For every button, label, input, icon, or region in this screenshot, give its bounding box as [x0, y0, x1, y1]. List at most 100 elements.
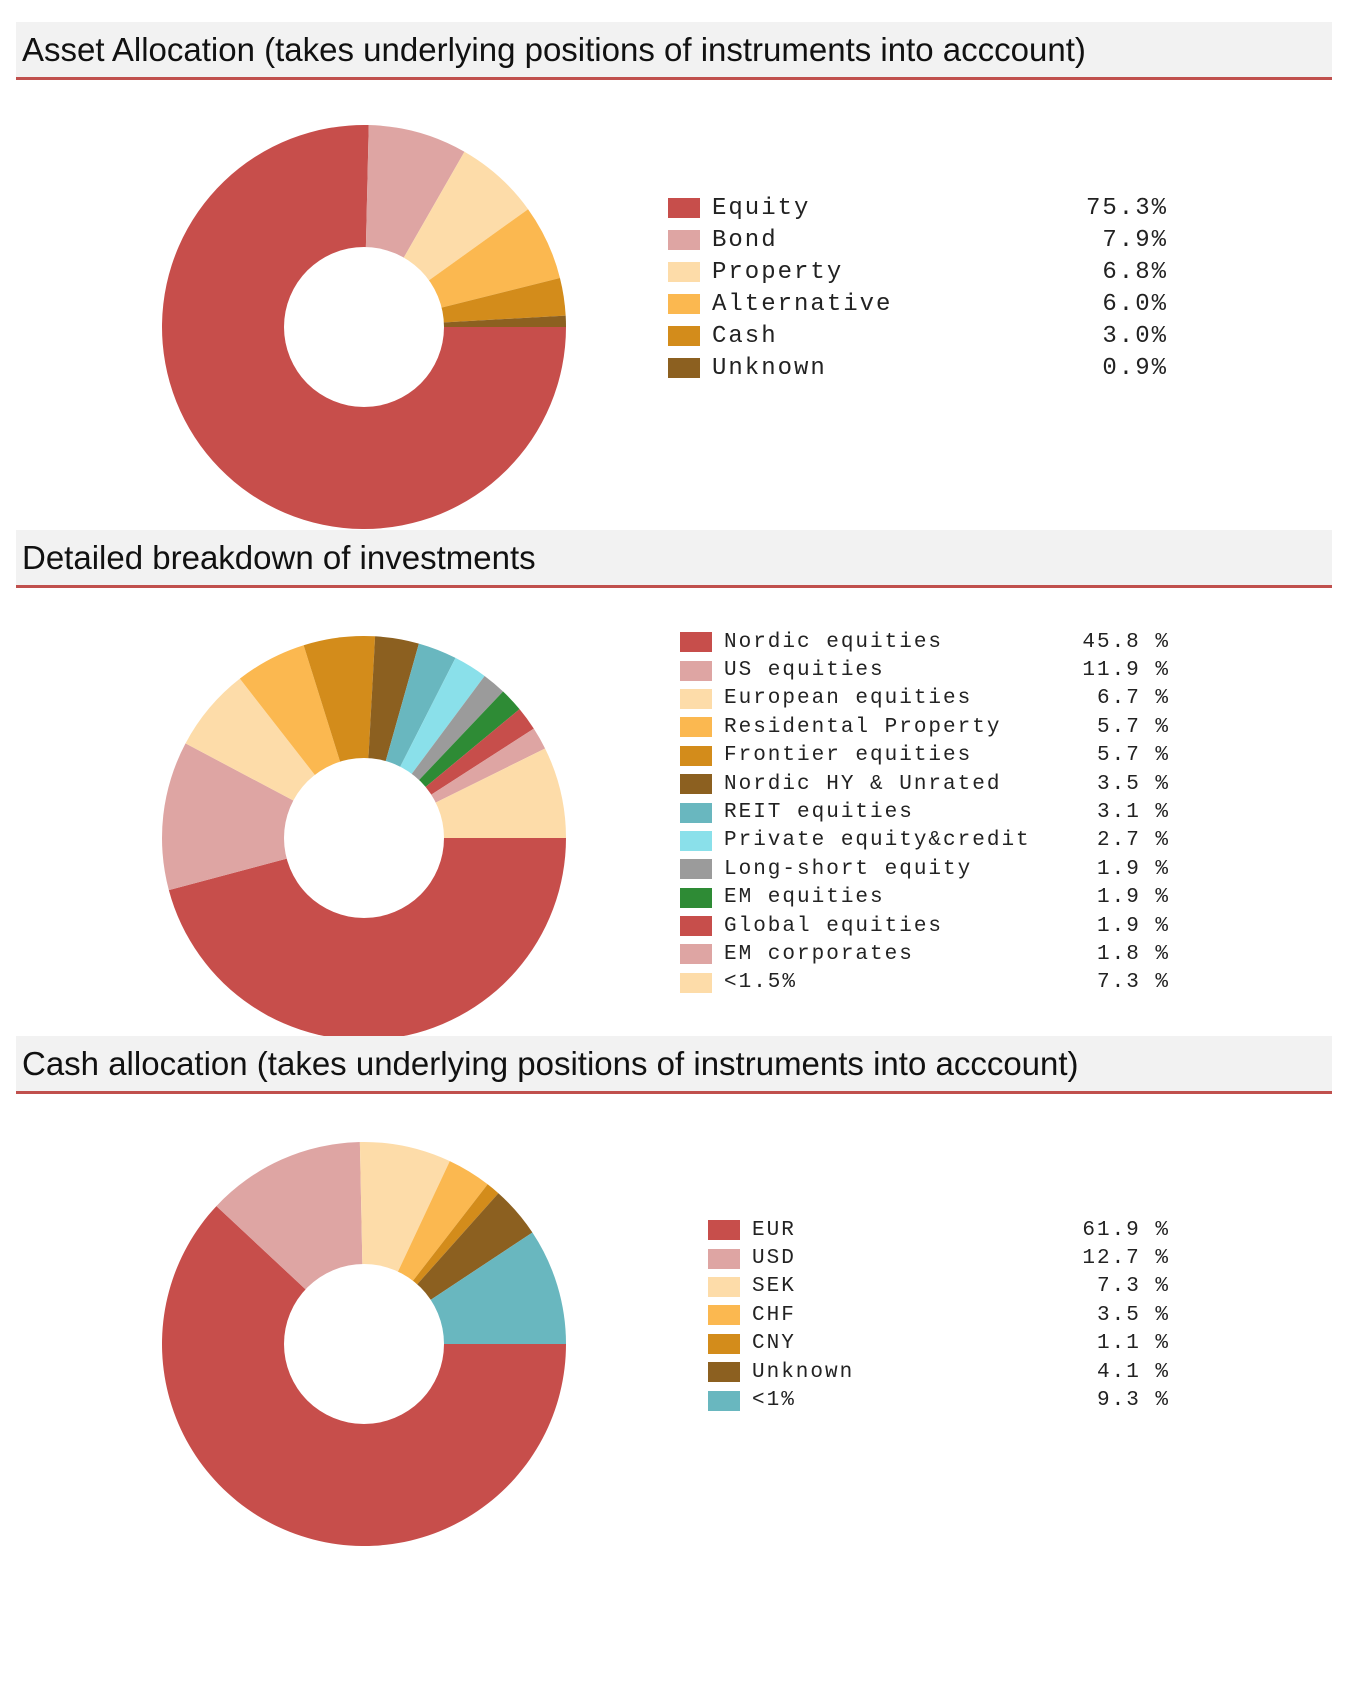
legend-swatch — [668, 230, 700, 250]
legend-value: 11.9 % — [1082, 659, 1170, 683]
legend-label: Bond — [712, 226, 778, 254]
legend-value: 61.9 % — [1082, 1218, 1170, 1242]
section-header: Cash allocation (takes underlying positi… — [16, 1036, 1332, 1094]
legend-item-1: <1% 9.3 % — [708, 1386, 1170, 1414]
legend-item-chf: CHF 3.5 % — [708, 1301, 1170, 1329]
asset-allocation-donut — [161, 125, 567, 530]
legend-label: CHF — [752, 1303, 796, 1327]
legend-swatch — [680, 887, 712, 908]
legend-value: 1.9 % — [1096, 914, 1170, 938]
legend-label: Long-short equity — [724, 857, 973, 881]
legend-swatch — [668, 326, 700, 346]
legend-item-sek: SEK 7.3 % — [708, 1273, 1170, 1301]
legend-value: 12.7 % — [1082, 1247, 1170, 1271]
section-header: Detailed breakdown of investments — [16, 530, 1332, 588]
legend-label: EM corporates — [724, 942, 914, 966]
pie-slice-nordic-equities — [168, 838, 566, 1041]
legend-label: European equities — [724, 687, 973, 711]
legend-swatch — [668, 262, 700, 282]
legend-value: 7.9% — [1102, 226, 1168, 254]
asset-allocation-chart: Equity 75.3% Bond 7.9% Property 6.8% Alternati… — [16, 80, 1332, 550]
legend-swatch — [708, 1305, 740, 1326]
donut-hole — [284, 1264, 444, 1424]
legend-value: 9.3 % — [1096, 1389, 1170, 1413]
asset-allocation-legend: Equity 75.3% Bond 7.9% Property 6.8% Alternati… — [668, 192, 1168, 384]
legend-value: 4.1 % — [1096, 1360, 1170, 1384]
legend-item-frontier-equities: Frontier equities 5.7 % — [680, 742, 1170, 770]
legend-swatch — [708, 1220, 740, 1241]
legend-label: US equities — [724, 659, 885, 683]
legend-swatch — [708, 1362, 740, 1383]
section-header: Asset Allocation (takes underlying posit… — [16, 22, 1332, 80]
legend-value: 6.0% — [1102, 290, 1168, 318]
legend-swatch — [668, 358, 700, 378]
legend-label: EUR — [752, 1218, 796, 1242]
legend-item-usd: USD 12.7 % — [708, 1244, 1170, 1272]
legend-item-reit-equities: REIT equities 3.1 % — [680, 798, 1170, 826]
legend-swatch — [680, 859, 712, 880]
pie-slice-us-equities — [161, 743, 364, 891]
legend-swatch — [680, 830, 712, 851]
legend-swatch — [708, 1333, 740, 1354]
legend-swatch — [680, 916, 712, 937]
legend-swatch — [680, 944, 712, 965]
legend-value: 7.3 % — [1096, 971, 1170, 995]
legend-swatch — [680, 632, 712, 653]
legend-item-equity: Equity 75.3% — [668, 192, 1168, 224]
legend-label: SEK — [752, 1275, 796, 1299]
legend-label: Nordic equities — [724, 630, 944, 654]
legend-item-residental-property: Residental Property 5.7 % — [680, 713, 1170, 741]
legend-label: Property — [712, 258, 844, 286]
legend-label: Alternative — [712, 290, 893, 318]
legend-item-em-corporates: EM corporates 1.8 % — [680, 940, 1170, 968]
legend-item-1-5: <1.5% 7.3 % — [680, 969, 1170, 997]
legend-item-european-equities: European equities 6.7 % — [680, 685, 1170, 713]
legend-value: 75.3% — [1085, 194, 1168, 222]
legend-item-us-equities: US equities 11.9 % — [680, 656, 1170, 684]
cash-allocation-legend: EUR 61.9 % USD 12.7 % SEK 7.3 % CHF 3.5 % CNY 1.1… — [708, 1216, 1170, 1415]
section-title: Asset Allocation (takes underlying posit… — [22, 30, 1086, 68]
legend-swatch — [680, 660, 712, 681]
cash-allocation-chart: EUR 61.9 % USD 12.7 % SEK 7.3 % CHF 3.5 % CNY 1.1… — [16, 1094, 1332, 1564]
legend-value: 3.5 % — [1096, 1303, 1170, 1327]
legend-item-global-equities: Global equities 1.9 % — [680, 912, 1170, 940]
legend-label: Cash — [712, 322, 778, 350]
legend-label: CNY — [752, 1332, 796, 1356]
donut-hole — [284, 758, 444, 918]
legend-value: 1.9 % — [1096, 886, 1170, 910]
legend-label: Unknown — [712, 354, 827, 382]
legend-label: Nordic HY & Unrated — [724, 772, 1002, 796]
legend-item-property: Property 6.8% — [668, 256, 1168, 288]
legend-label: <1.5% — [724, 971, 798, 995]
legend-value: 1.1 % — [1096, 1332, 1170, 1356]
legend-label: EM equities — [724, 886, 885, 910]
detailed-breakdown-section: Detailed breakdown of investments Nordic… — [16, 530, 1332, 1058]
legend-label: Private equity&credit — [724, 829, 1031, 853]
legend-swatch — [680, 717, 712, 738]
legend-swatch — [680, 688, 712, 709]
legend-swatch — [708, 1248, 740, 1269]
legend-value: 3.1 % — [1096, 801, 1170, 825]
legend-item-eur: EUR 61.9 % — [708, 1216, 1170, 1244]
legend-label: USD — [752, 1247, 796, 1271]
legend-value: 5.7 % — [1096, 715, 1170, 739]
legend-value: 1.8 % — [1096, 942, 1170, 966]
legend-item-private-equity-credit: Private equity&credit 2.7 % — [680, 827, 1170, 855]
legend-swatch — [708, 1390, 740, 1411]
legend-value: 3.0% — [1102, 322, 1168, 350]
legend-swatch — [708, 1276, 740, 1297]
legend-label: Unknown — [752, 1360, 855, 1384]
legend-item-unknown: Unknown 0.9% — [668, 352, 1168, 384]
detailed-breakdown-chart: Nordic equities 45.8 % US equities 11.9 % Eu… — [16, 588, 1332, 1058]
legend-label: Residental Property — [724, 715, 1002, 739]
legend-label: REIT equities — [724, 801, 914, 825]
legend-item-nordic-hy-unrated: Nordic HY & Unrated 3.5 % — [680, 770, 1170, 798]
detailed-breakdown-donut — [161, 636, 566, 1041]
legend-label: Frontier equities — [724, 744, 973, 768]
legend-item-cash: Cash 3.0% — [668, 320, 1168, 352]
legend-swatch — [680, 972, 712, 993]
legend-value: 6.8% — [1102, 258, 1168, 286]
legend-value: 3.5 % — [1096, 772, 1170, 796]
legend-value: 5.7 % — [1096, 744, 1170, 768]
legend-item-cny: CNY 1.1 % — [708, 1330, 1170, 1358]
